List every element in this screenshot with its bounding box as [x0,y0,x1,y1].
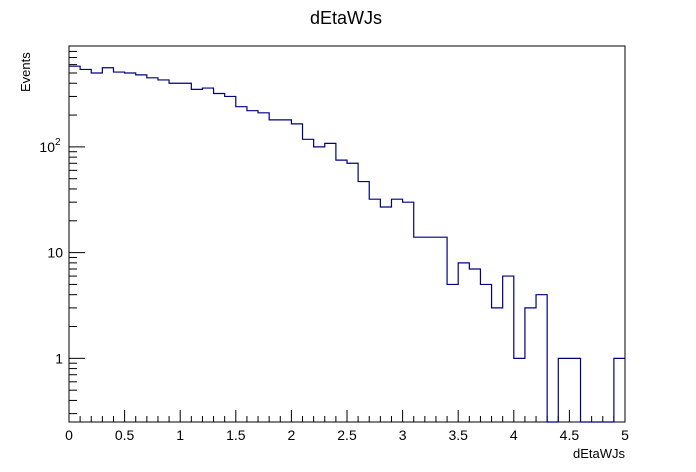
x-tick-label: 0 [65,427,73,443]
x-tick-label: 1.5 [226,427,246,443]
y-tick-label: 10 [47,245,63,261]
x-tick-label: 4 [510,427,518,443]
x-tick-label: 2 [288,427,296,443]
y-tick-label-exponent: 2 [55,137,61,148]
y-tick-label: 1 [55,350,63,366]
y-axis-ticks [69,45,85,415]
y-axis-label: Events [18,52,33,92]
histogram-line [69,65,625,423]
x-tick-label: 0.5 [115,427,135,443]
x-axis-tick-labels: 0 0.5 1 1.5 2 2.5 3 3.5 4 4.5 5 [65,427,629,443]
chart-title: dEtaWJs [310,8,382,28]
plot-frame [68,45,626,423]
x-tick-label: 3.5 [448,427,468,443]
x-axis-label: dEtaWJs [573,446,626,461]
x-tick-label: 5 [621,427,629,443]
x-axis-ticks [68,410,626,422]
x-tick-label: 2.5 [337,427,357,443]
x-tick-label: 1 [176,427,184,443]
x-tick-label: 3 [399,427,407,443]
x-tick-label: 4.5 [560,427,580,443]
y-tick-label: 10 [39,139,55,155]
